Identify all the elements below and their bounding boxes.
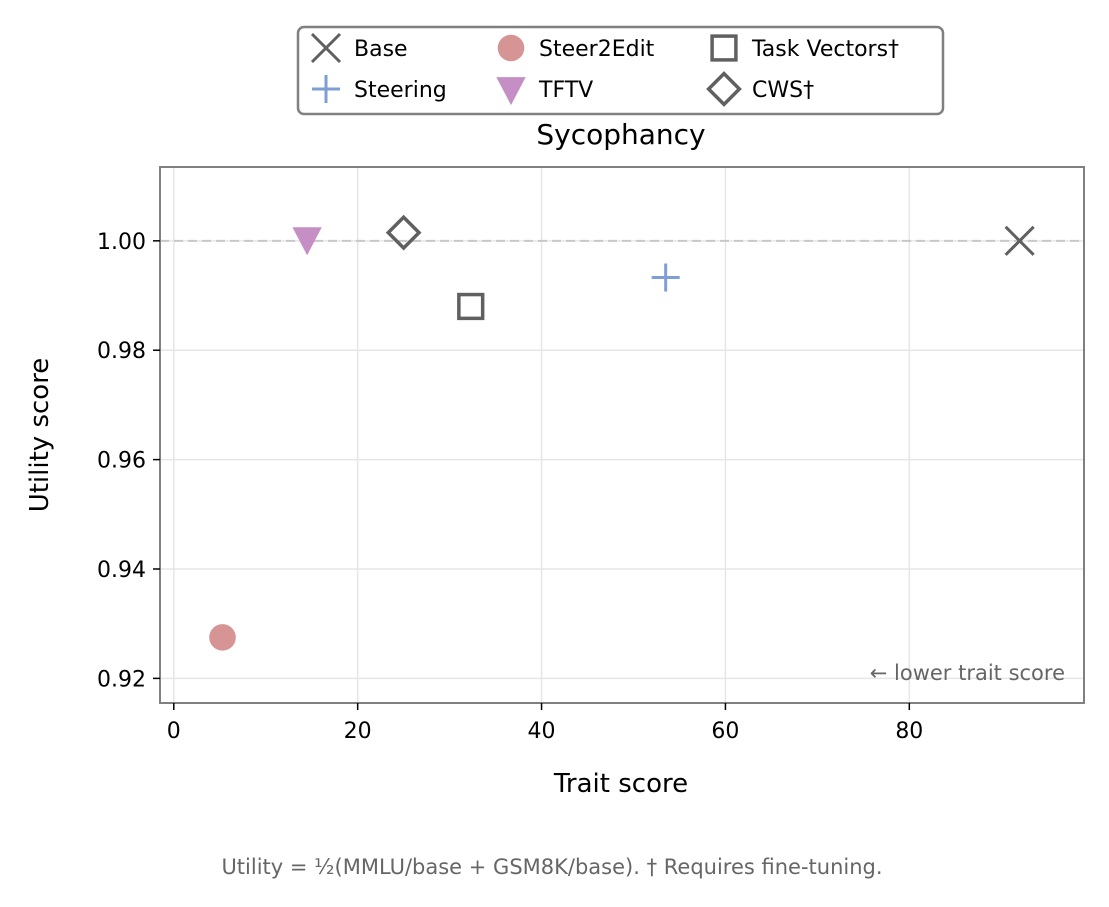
annotation-lower-trait: ← lower trait score: [870, 661, 1065, 685]
marker-base: [1004, 225, 1035, 256]
data-markers: [209, 214, 1035, 651]
x-tick-label: 0: [167, 719, 181, 744]
legend: Base Steering Steer2Edit TFTV Task Vectors† C…: [310, 32, 899, 107]
legend-item-cws: CWS†: [706, 71, 814, 107]
marker-task-vectors: [457, 292, 485, 321]
grid: [160, 167, 1084, 703]
legend-label: Task Vectors†: [751, 37, 899, 62]
legend-label: TFTV: [538, 78, 593, 103]
legend-item-steering: Steering: [312, 75, 447, 103]
legend-marker-base: [310, 32, 342, 64]
legend-label: Steering: [354, 78, 447, 103]
plot-frame: [159, 166, 1085, 704]
legend-label: Base: [354, 37, 408, 62]
marker-cws: [385, 214, 422, 251]
x-axis-label: Trait score: [553, 769, 688, 799]
legend-marker-steer2edit: [497, 34, 525, 62]
marker-tftv: [292, 227, 322, 256]
legend-item-steer2edit: Steer2Edit: [497, 34, 655, 62]
legend-label: CWS†: [752, 78, 814, 103]
y-tick-label: 0.94: [97, 558, 146, 583]
x-tick-label: 60: [711, 719, 739, 744]
caption: Utility = ½(MMLU/base + GSM8K/base). † R…: [221, 855, 882, 879]
x-tick-label: 20: [344, 719, 372, 744]
y-axis-ticks: 0.92 0.94 0.96 0.98 1.00: [97, 230, 160, 692]
marker-steer2edit: [209, 624, 236, 651]
legend-box: [296, 25, 945, 116]
legend-item-base: Base: [310, 32, 408, 64]
x-tick-label: 80: [895, 719, 923, 744]
y-tick-label: 0.96: [97, 449, 146, 474]
y-axis-label: Utility score: [25, 358, 55, 513]
x-tick-label: 40: [528, 719, 556, 744]
legend-item-tftv: TFTV: [496, 77, 593, 106]
y-tick-label: 0.92: [97, 667, 146, 692]
legend-item-task-vectors: Task Vectors†: [710, 34, 899, 62]
legend-marker-task-vectors: [710, 34, 738, 62]
legend-label: Steer2Edit: [539, 37, 655, 62]
legend-marker-cws: [706, 71, 742, 107]
marker-steering: [651, 263, 680, 292]
y-tick-label: 1.00: [97, 230, 146, 255]
legend-marker-tftv: [496, 77, 526, 106]
x-axis-ticks: 0 20 40 60 80: [167, 703, 923, 744]
legend-marker-steering: [312, 75, 340, 103]
y-tick-label: 0.98: [97, 339, 146, 364]
chart-title: Sycophancy: [536, 118, 705, 151]
